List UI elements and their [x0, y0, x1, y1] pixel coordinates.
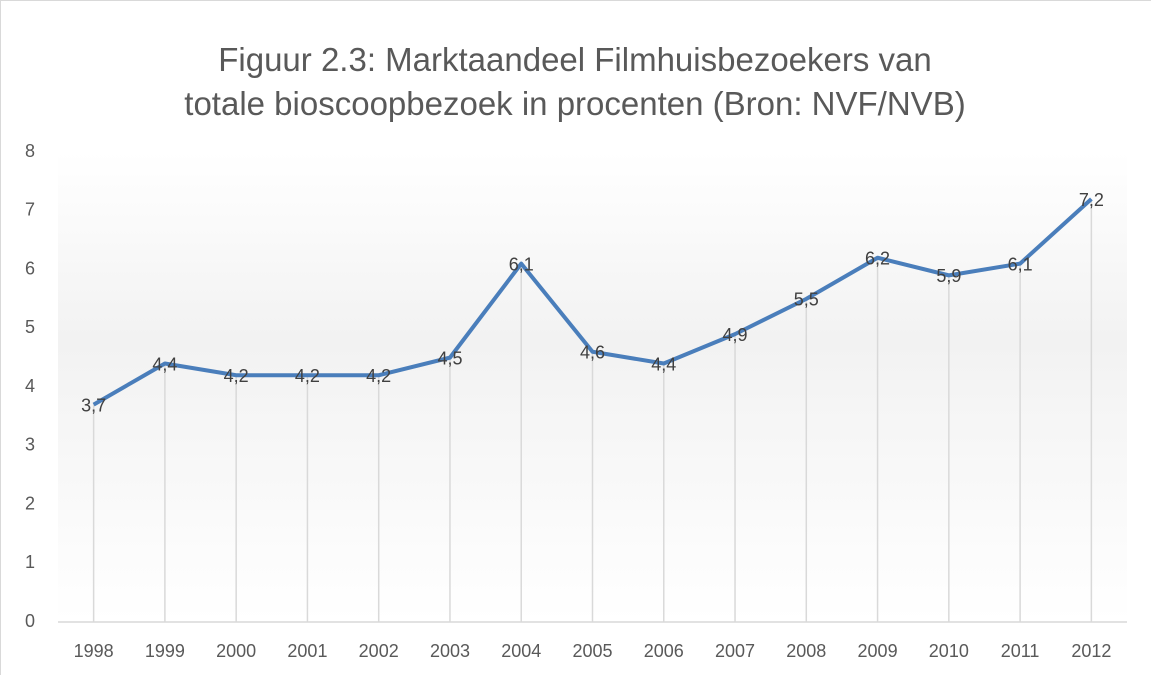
data-label: 4,6 [580, 343, 605, 363]
data-label: 4,5 [437, 348, 462, 368]
data-label: 6,2 [865, 249, 890, 269]
data-label: 5,5 [794, 290, 819, 310]
x-tick-label: 2000 [216, 641, 256, 661]
data-label: 4,4 [152, 354, 177, 374]
x-tick-label: 1998 [74, 641, 114, 661]
data-label: 4,2 [366, 366, 391, 386]
x-tick-label: 2002 [359, 641, 399, 661]
y-tick-label: 7 [25, 200, 35, 220]
x-tick-label: 2001 [287, 641, 327, 661]
x-tick-label: 2009 [858, 641, 898, 661]
data-label: 6,1 [1008, 254, 1033, 274]
x-tick-label: 2012 [1071, 641, 1111, 661]
chart-title: Figuur 2.3: Marktaandeel Filmhuisbezoeke… [184, 41, 966, 122]
data-label: 4,4 [651, 354, 676, 374]
y-tick-label: 0 [25, 611, 35, 631]
data-line [92, 197, 1093, 407]
x-tick-label: 2004 [501, 641, 541, 661]
y-tick-label: 6 [25, 258, 35, 278]
data-label: 5,9 [936, 266, 961, 286]
x-tick-label: 2003 [430, 641, 470, 661]
data-label: 7,2 [1079, 190, 1104, 210]
x-tick-label: 1999 [145, 641, 185, 661]
x-tick-label: 2006 [644, 641, 684, 661]
data-label: 4,9 [723, 325, 748, 345]
data-label: 4,2 [295, 366, 320, 386]
y-tick-label: 5 [25, 317, 35, 337]
y-tick-label: 4 [25, 376, 35, 396]
y-tick-label: 1 [25, 552, 35, 572]
x-tick-label: 2008 [786, 641, 826, 661]
x-tick-label: 2007 [715, 641, 755, 661]
y-tick-label: 3 [25, 435, 35, 455]
y-tick-label: 8 [25, 141, 35, 161]
x-tick-label: 2011 [1001, 641, 1040, 661]
x-tick-label: 2005 [572, 641, 612, 661]
data-label: 6,1 [509, 254, 534, 274]
data-label: 3,7 [81, 395, 106, 415]
x-tick-label: 2010 [929, 641, 969, 661]
data-label: 4,2 [224, 366, 249, 386]
y-tick-label: 2 [25, 493, 35, 513]
